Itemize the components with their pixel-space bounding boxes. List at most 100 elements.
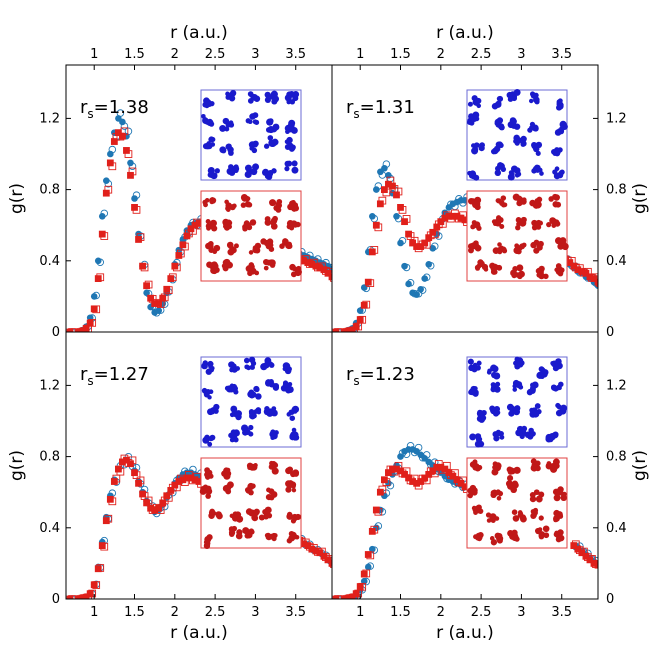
blue-open-point [100, 209, 109, 218]
inset-red-top-right-cluster [513, 242, 527, 255]
inset-blue-bottom-left-cluster [286, 405, 300, 421]
red-open-point [160, 293, 169, 302]
red-filled-point [352, 590, 360, 598]
inset-red-top-left-cluster [221, 258, 233, 272]
x-tick-label-bottom: 3.5 [285, 605, 306, 620]
inset-red-top-right-cluster [530, 239, 544, 254]
red-open-point [88, 589, 97, 598]
x-tick-label-bottom: 2 [437, 605, 445, 620]
inset-blue-top-left [200, 89, 302, 181]
red-filled-point [590, 275, 598, 282]
inset-blue-bottom-right-cluster [545, 431, 559, 443]
red-filled-point [574, 266, 582, 274]
inset-red-top-right [466, 190, 569, 282]
red-filled-point [135, 236, 142, 243]
inset-blue-top-left-cluster [264, 90, 280, 105]
red-filled-point [372, 506, 380, 514]
inset-red-top-left-cluster [242, 219, 257, 232]
red-filled-point [304, 542, 312, 549]
blue-filled-point [143, 289, 150, 297]
red-open-point [100, 232, 109, 240]
inset-red-top-right-cluster [491, 215, 505, 229]
x-tick-label-top: 2.5 [205, 47, 226, 62]
red-filled-point [401, 218, 408, 226]
rs-label-sub: s [87, 374, 93, 388]
red-open-point [334, 328, 342, 332]
red-filled-point [332, 328, 340, 332]
red-open-point [358, 315, 367, 324]
blue-open-point [362, 577, 370, 586]
rs-label-main: r [80, 97, 88, 118]
red-filled-point [340, 595, 348, 599]
red-open-point [144, 280, 153, 289]
inset-blue-top-left-cluster [244, 163, 260, 179]
red-filled-point [167, 487, 175, 494]
inset-red-bottom-right-cluster [535, 525, 550, 540]
inset-red-top-left-cluster [279, 238, 293, 250]
red-filled-point [195, 478, 203, 485]
inset-blue-bottom-right-cluster [550, 358, 563, 372]
inset-red-top-left-cluster [240, 193, 253, 208]
rs-label-sub: s [353, 374, 359, 388]
red-open-point [382, 478, 391, 486]
panel-data-bottom-right [332, 441, 598, 599]
red-filled-point [324, 556, 332, 564]
inset-red-bottom-right-cluster [511, 509, 527, 523]
red-filled-point [364, 278, 372, 286]
inset-red-top-left-cluster [222, 218, 233, 231]
inset-blue-bottom-left [200, 356, 302, 448]
x-tick-label-bottom: 3 [251, 605, 259, 620]
red-filled-point [123, 456, 130, 464]
rs-label-value: =1.23 [360, 364, 415, 385]
red-filled-point [90, 305, 98, 313]
y-tick-label-right: 1.2 [606, 111, 627, 126]
blue-filled-point [397, 453, 404, 460]
inset-red-bottom-right-cluster [553, 529, 565, 543]
red-open-point [402, 215, 411, 223]
blue-filled-point [131, 195, 138, 202]
red-filled-point [171, 262, 179, 270]
red-open-point [112, 474, 121, 483]
red-filled-point [86, 319, 94, 327]
red-filled-point [127, 171, 134, 179]
red-filled-point [409, 239, 417, 247]
blue-open-point [426, 261, 435, 270]
red-filled-point [352, 323, 360, 331]
red-filled-point [94, 275, 102, 282]
red-filled-point [183, 232, 191, 240]
inset-blue-bottom-right-cluster [489, 405, 501, 417]
blue-open-point [108, 145, 117, 154]
inset-red-top-right-cluster [554, 263, 565, 277]
inset-blue-bottom-right-cluster [476, 409, 487, 423]
blue-open-point [431, 242, 439, 250]
inset-blue-top-right-cluster [531, 141, 543, 156]
red-open-point [128, 456, 137, 465]
red-filled-point [98, 230, 106, 238]
inset-blue-bottom-right-cluster [468, 385, 479, 397]
red-filled-point [119, 132, 126, 140]
red-filled-point [139, 262, 146, 270]
red-open-point [164, 286, 173, 294]
blue-filled-point [356, 307, 364, 314]
red-filled-point [151, 506, 159, 514]
blue-filled-point [127, 159, 134, 167]
red-filled-point [94, 565, 102, 573]
red-filled-point [421, 474, 429, 482]
inset-red-bottom-left-cluster [285, 466, 300, 478]
red-filled-point [324, 269, 332, 277]
red-filled-point [143, 499, 151, 507]
y-tick-label-right: 0.8 [606, 450, 627, 465]
red-open-point [362, 569, 371, 578]
red-filled-point [574, 545, 582, 553]
red-filled-point [368, 248, 376, 256]
red-open-point [176, 249, 185, 258]
x-tick-label-top: 2 [171, 47, 179, 62]
y-tick-label-left: 0 [52, 325, 60, 340]
inset-red-bottom-left [199, 457, 302, 550]
x-tick-label-bottom: 3 [517, 605, 525, 620]
x-tick-label-top: 1 [90, 47, 98, 62]
red-filled-point [143, 282, 151, 290]
red-filled-point [397, 204, 404, 211]
inset-blue-bottom-left-cluster [228, 429, 240, 443]
